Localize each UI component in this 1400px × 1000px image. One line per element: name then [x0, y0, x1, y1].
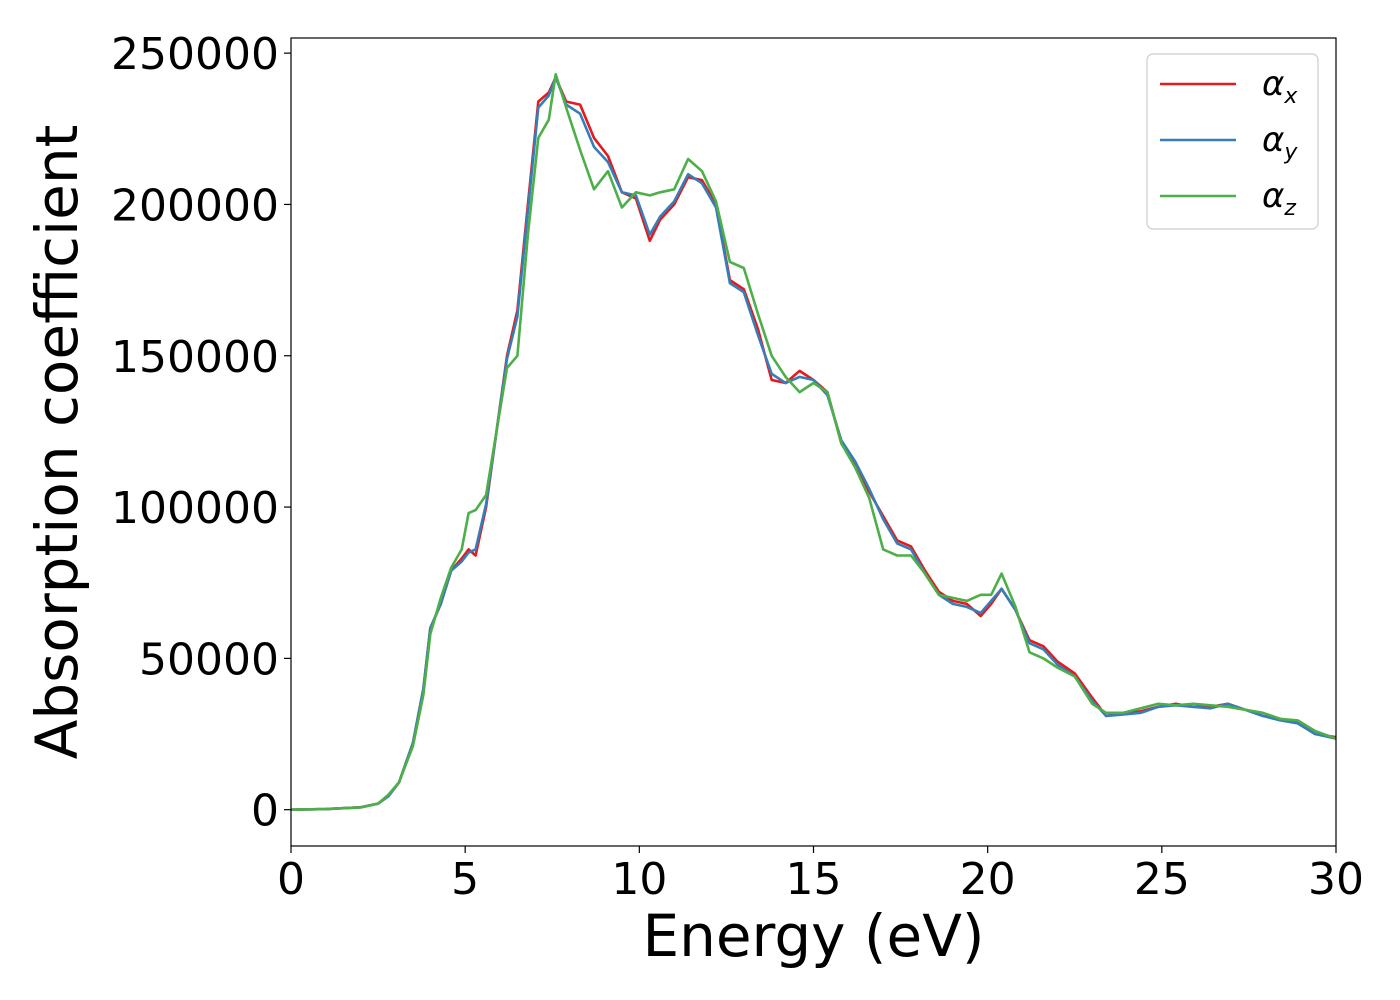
series-line-z	[290, 73, 1337, 811]
legend-label-subscript: y	[1283, 140, 1298, 165]
x-tick-label: 20	[960, 854, 1016, 905]
x-axis-ticks: 0 5 10 15 20 25 30	[277, 846, 1364, 905]
legend-label-x: αx	[1262, 64, 1298, 109]
x-tick-label: 0	[277, 854, 305, 905]
y-tick-label: 100000	[111, 483, 279, 534]
y-tick-label: 0	[251, 786, 279, 837]
x-tick-label: 25	[1134, 854, 1190, 905]
legend-label-symbol: α	[1262, 64, 1284, 104]
y-tick-label: 200000	[111, 180, 279, 231]
legend-label-y: αy	[1262, 120, 1298, 165]
x-tick-label: 30	[1308, 854, 1364, 905]
y-tick-label: 150000	[111, 332, 279, 383]
y-axis-ticks: 0 50000 100000 150000 200000 250000	[111, 29, 291, 837]
y-axis-label: Absorption coefficient	[23, 125, 91, 760]
legend-label-symbol: α	[1262, 120, 1284, 160]
legend-label-subscript: z	[1283, 196, 1296, 221]
x-axis-label: Energy (eV)	[642, 902, 984, 970]
x-tick-label: 10	[611, 854, 667, 905]
y-tick-label: 250000	[111, 29, 279, 80]
x-tick-label: 15	[786, 854, 842, 905]
series-layer	[290, 73, 1337, 811]
legend-box	[1146, 53, 1319, 230]
legend-label-subscript: x	[1283, 84, 1298, 109]
series-line-y	[290, 76, 1337, 811]
x-tick-label: 5	[451, 854, 479, 905]
legend-label-symbol: α	[1262, 176, 1284, 216]
legend-label-z: αz	[1262, 176, 1296, 221]
y-tick-label: 50000	[139, 634, 279, 685]
